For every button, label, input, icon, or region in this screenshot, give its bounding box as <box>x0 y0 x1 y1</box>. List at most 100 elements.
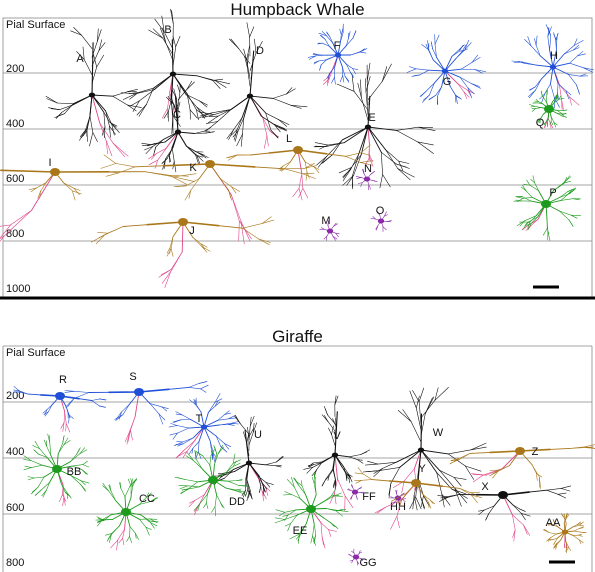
dendrite <box>573 40 584 46</box>
dendrite <box>248 462 259 477</box>
dendrite <box>310 535 313 544</box>
dendrite <box>13 389 20 392</box>
dendrite <box>552 537 559 541</box>
dendrite <box>420 413 426 437</box>
dendrite <box>418 401 422 425</box>
neuron-r <box>13 385 107 433</box>
dendrite <box>412 390 420 402</box>
dendrite <box>428 94 437 100</box>
dendrite <box>243 489 246 498</box>
dendrite <box>149 518 158 524</box>
dendrite <box>313 461 324 465</box>
dendrite <box>327 421 336 432</box>
dendrite <box>97 29 102 42</box>
dendrite <box>231 186 240 192</box>
dendrite <box>61 104 74 113</box>
dendrite <box>163 111 169 119</box>
dendrite <box>64 390 75 392</box>
soma <box>134 388 144 396</box>
dendrite <box>332 235 336 241</box>
dendrite <box>360 558 365 560</box>
dendrite <box>111 123 115 136</box>
dendrite <box>340 28 344 36</box>
dendrite <box>553 122 558 126</box>
dendrite <box>329 36 334 44</box>
dendrite <box>59 104 74 110</box>
dendrite <box>519 220 526 227</box>
axon <box>369 157 374 167</box>
dendrite <box>413 74 421 76</box>
dendrite <box>492 470 499 479</box>
soma <box>169 71 177 77</box>
dendrite <box>224 468 234 479</box>
dendrite <box>81 34 93 49</box>
dendrite <box>45 95 58 104</box>
dendrite <box>186 80 193 90</box>
dendrite <box>79 129 86 138</box>
dendrite <box>578 539 584 544</box>
dendrite <box>40 182 47 192</box>
axon <box>337 478 346 497</box>
dendrite <box>174 441 184 447</box>
dendrite <box>467 87 473 99</box>
dendrite <box>194 449 197 459</box>
neuron-gg <box>348 548 365 566</box>
dendrite <box>228 154 238 158</box>
dendrite <box>584 446 595 449</box>
dendrite <box>227 480 240 486</box>
dendrite <box>348 474 353 483</box>
dendrite <box>563 175 571 184</box>
dendrite <box>397 168 411 181</box>
dendrite <box>261 219 275 224</box>
dendrite <box>187 485 200 488</box>
dendrite <box>211 109 232 114</box>
dendrite <box>520 186 527 192</box>
dendrite <box>92 53 97 68</box>
neuron-label: V <box>333 430 341 442</box>
dendrite <box>162 158 168 164</box>
dendrite <box>164 163 211 167</box>
dendrite <box>274 517 286 520</box>
dendrite <box>361 97 369 121</box>
dendrite <box>563 517 567 524</box>
dendrite <box>552 519 555 524</box>
dendrite <box>458 453 471 459</box>
dendrite <box>454 487 462 507</box>
dendrite <box>398 160 404 171</box>
dendrite <box>265 464 276 467</box>
dendrite <box>560 488 571 492</box>
dendrite <box>548 539 554 541</box>
axon <box>569 96 580 106</box>
soma <box>411 479 421 487</box>
dendrite <box>258 238 270 245</box>
dendrite <box>397 492 407 498</box>
dendrite <box>568 74 581 77</box>
dendrite <box>245 478 248 491</box>
dendrite <box>270 129 279 139</box>
dendrite <box>385 149 400 162</box>
soma <box>208 476 218 484</box>
dendrite <box>547 231 551 241</box>
dendrite <box>391 497 399 502</box>
dendrite <box>186 81 195 90</box>
dendrite <box>419 69 430 76</box>
dendrite <box>230 129 238 136</box>
dendrite <box>138 388 170 393</box>
dendrite <box>530 45 541 57</box>
dendrite <box>39 448 48 458</box>
dendrite <box>335 509 343 512</box>
dendrite <box>470 442 487 451</box>
dendrite <box>149 403 162 408</box>
dendrite <box>202 455 211 466</box>
dendrite <box>97 232 109 234</box>
dendrite <box>552 49 557 68</box>
dendrite <box>342 75 345 83</box>
dendrite <box>453 477 467 480</box>
dendrite <box>539 114 544 120</box>
dendrite <box>249 26 255 38</box>
dendrite <box>275 125 287 132</box>
apical-dendrite <box>171 39 174 75</box>
dendrite <box>341 66 346 77</box>
dendrite <box>37 476 45 488</box>
dendrite <box>41 490 47 497</box>
